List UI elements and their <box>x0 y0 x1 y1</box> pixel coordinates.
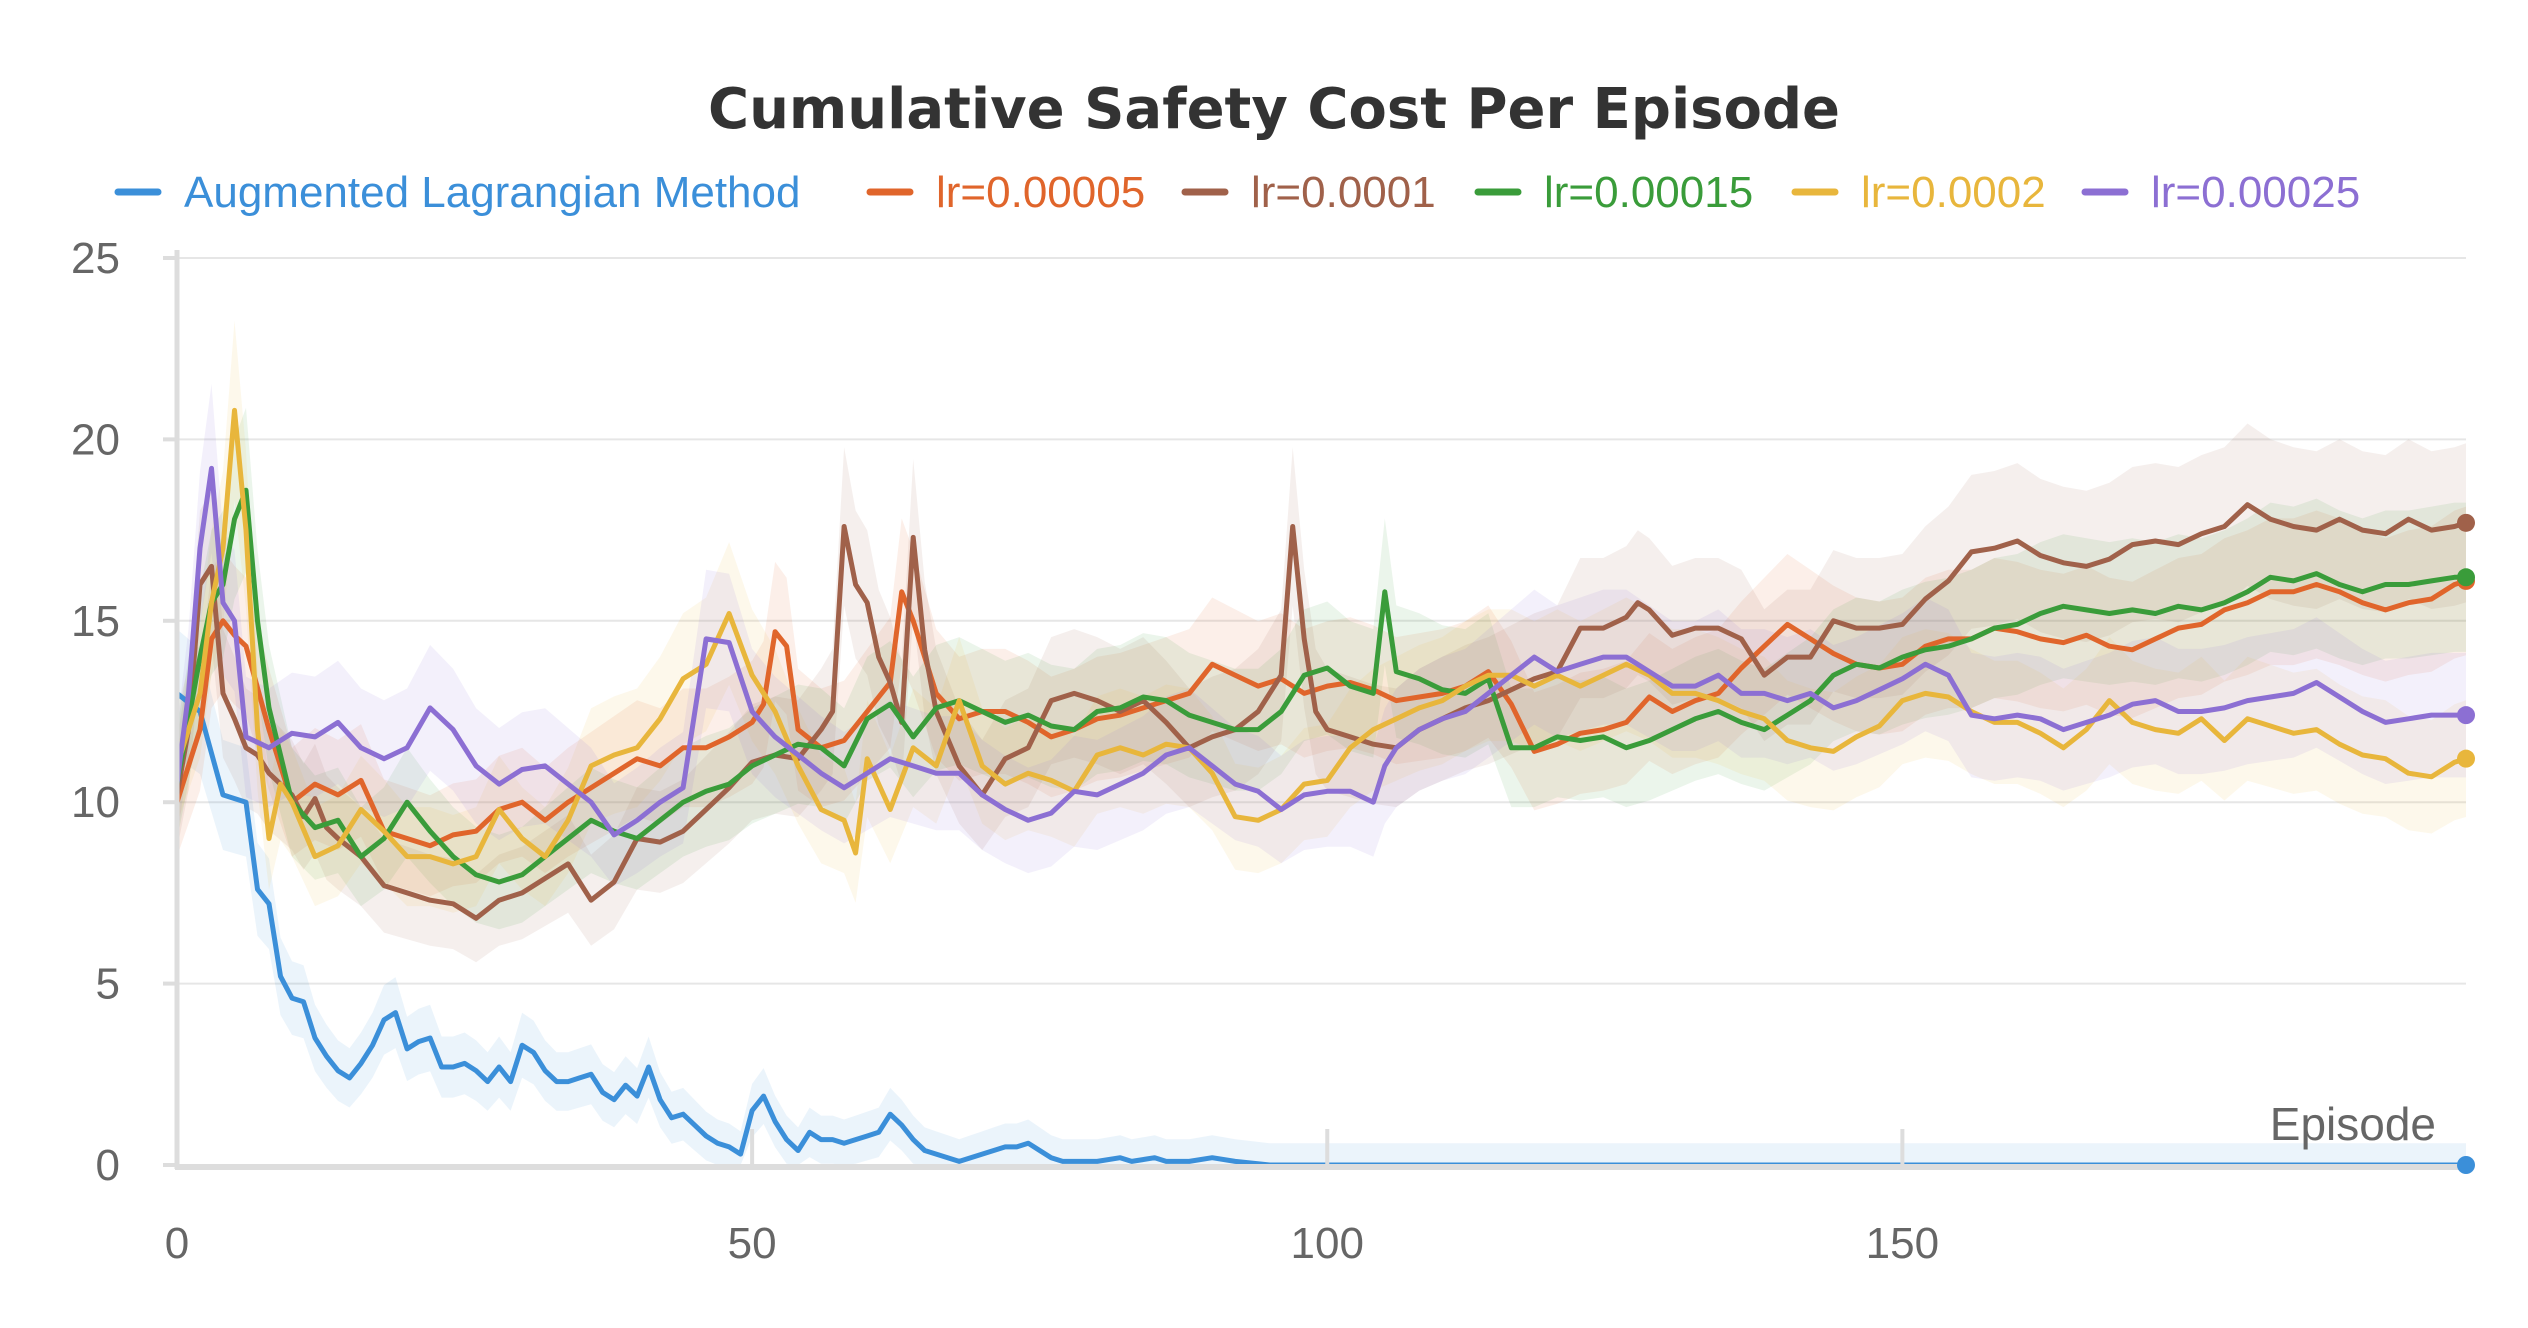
series-line-0 <box>174 690 2469 1168</box>
legend-item-5[interactable]: lr=0.00025 <box>2081 168 2360 217</box>
series-line-4 <box>174 407 2469 867</box>
y-tick-label: 20 <box>71 415 120 464</box>
legend-label: lr=0.0002 <box>1861 168 2046 217</box>
series-endpoints <box>2457 513 2475 1174</box>
x-tick-label: 150 <box>1866 1219 1939 1268</box>
x-tick-label: 50 <box>728 1219 777 1268</box>
legend-item-1[interactable]: lr=0.00005 <box>866 168 1145 217</box>
series-endpoint-0 <box>2457 1156 2475 1174</box>
y-tick-label: 5 <box>96 960 120 1009</box>
series-endpoint-3 <box>2457 568 2475 587</box>
x-tick-label: 0 <box>165 1219 189 1268</box>
legend-label: lr=0.00015 <box>1544 168 1753 217</box>
legend-label: lr=0.00025 <box>2151 168 2360 217</box>
series-line-5 <box>174 465 2469 838</box>
gridlines <box>177 257 2466 985</box>
confidence-band-1 <box>177 506 2466 897</box>
confidence-bands <box>177 320 2466 1165</box>
series-endpoint-5 <box>2457 706 2475 725</box>
confidence-band-5 <box>177 384 2466 887</box>
y-tick-label: 15 <box>71 597 120 646</box>
series-endpoint-4 <box>2457 749 2475 768</box>
legend-label: lr=0.00005 <box>936 168 1145 217</box>
series-lines <box>174 407 2469 1168</box>
legend: Augmented Lagrangian Method lr=0.00005 lr=… <box>114 168 2360 217</box>
series-line-2 <box>174 502 2469 921</box>
legend-item-3[interactable]: lr=0.00015 <box>1474 168 1753 217</box>
axes: 0 5 10 15 20 25 0 50 100 150 <box>71 234 2466 1268</box>
y-tick-label: 25 <box>71 234 120 283</box>
series-line-1 <box>174 578 2469 849</box>
x-tick-label: 100 <box>1291 1219 1364 1268</box>
confidence-band-4 <box>177 320 2466 913</box>
legend-label: Augmented Lagrangian Method <box>184 168 800 217</box>
series-line-3 <box>174 487 2469 885</box>
chart-title: Cumulative Safety Cost Per Episode <box>708 77 1840 142</box>
series-endpoint-2 <box>2457 513 2475 532</box>
x-axis-label: Episode <box>2270 1098 2436 1150</box>
legend-label: lr=0.0001 <box>1251 168 1436 217</box>
y-tick-label: 0 <box>96 1141 120 1190</box>
legend-item-4[interactable]: lr=0.0002 <box>1791 168 2046 217</box>
y-tick-label: 10 <box>71 778 120 827</box>
confidence-band-2 <box>177 423 2466 963</box>
legend-item-0[interactable]: Augmented Lagrangian Method <box>114 168 800 217</box>
legend-item-2[interactable]: lr=0.0001 <box>1181 168 1436 217</box>
